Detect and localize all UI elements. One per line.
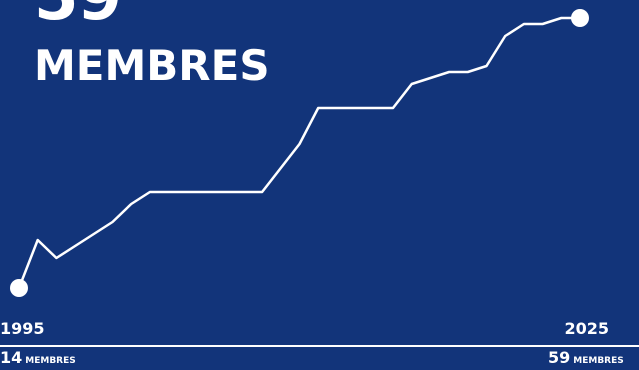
start-count-value: 14 <box>0 348 23 367</box>
end-count-value: 59 <box>548 348 571 367</box>
end-point-marker <box>571 9 589 27</box>
headline: 59 MEMBRES <box>34 0 270 88</box>
headline-label: MEMBRES <box>34 41 270 90</box>
start-year-label: 1995 <box>0 319 45 338</box>
end-year-label: 2025 <box>564 319 609 338</box>
series-points <box>10 9 589 297</box>
headline-number: 59 <box>34 0 270 30</box>
series-line-membres <box>17 16 582 290</box>
start-count: 14 MEMBRES <box>0 349 76 370</box>
end-count: 59 MEMBRES <box>548 349 624 370</box>
start-point-marker <box>10 279 28 297</box>
start-count-unit: MEMBRES <box>25 356 76 366</box>
end-count-unit: MEMBRES <box>573 356 624 366</box>
timeline-baseline <box>0 345 639 347</box>
